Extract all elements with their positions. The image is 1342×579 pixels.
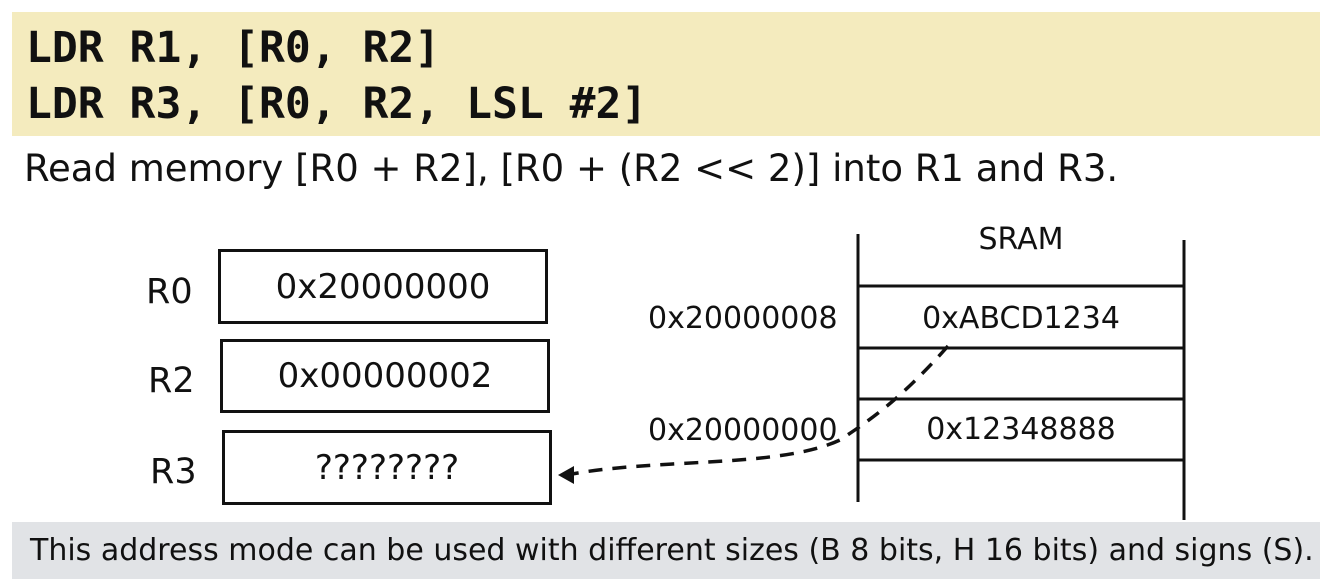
register-box-r2: 0x00000002 bbox=[220, 339, 550, 413]
register-value-r0: 0x20000000 bbox=[275, 266, 491, 307]
code-line-ldr-r3: LDR R3, [R0, R2, LSL #2] bbox=[26, 79, 648, 129]
load-dashed-arrow bbox=[571, 344, 950, 476]
load-arrowhead bbox=[558, 466, 574, 484]
code-line-ldr-r1: LDR R1, [R0, R2] bbox=[26, 23, 441, 73]
memory-address: 0x20000008 bbox=[648, 301, 838, 336]
register-box-r0: 0x20000000 bbox=[218, 249, 548, 324]
register-value-r3: ???????? bbox=[314, 447, 460, 488]
register-label-r2: R2 bbox=[148, 361, 195, 401]
register-box-r3: ???????? bbox=[222, 430, 552, 505]
memory-cell-value: 0x12348888 bbox=[926, 412, 1116, 447]
code-block: LDR R1, [R0, R2] LDR R3, [R0, R2, LSL #2… bbox=[12, 12, 1320, 136]
sram-title: SRAM bbox=[978, 222, 1064, 257]
memory-cell-value: 0xABCD1234 bbox=[922, 301, 1120, 336]
note-text: This address mode can be used with diffe… bbox=[30, 533, 1314, 568]
memory-address: 0x20000000 bbox=[648, 413, 838, 448]
register-label-r3: R3 bbox=[150, 452, 197, 492]
register-label-r0: R0 bbox=[146, 272, 193, 312]
note-box: This address mode can be used with diffe… bbox=[12, 522, 1320, 579]
register-value-r2: 0x00000002 bbox=[277, 356, 493, 396]
instruction-description: Read memory [R0 + R2], [R0 + (R2 << 2)] … bbox=[24, 147, 1119, 190]
